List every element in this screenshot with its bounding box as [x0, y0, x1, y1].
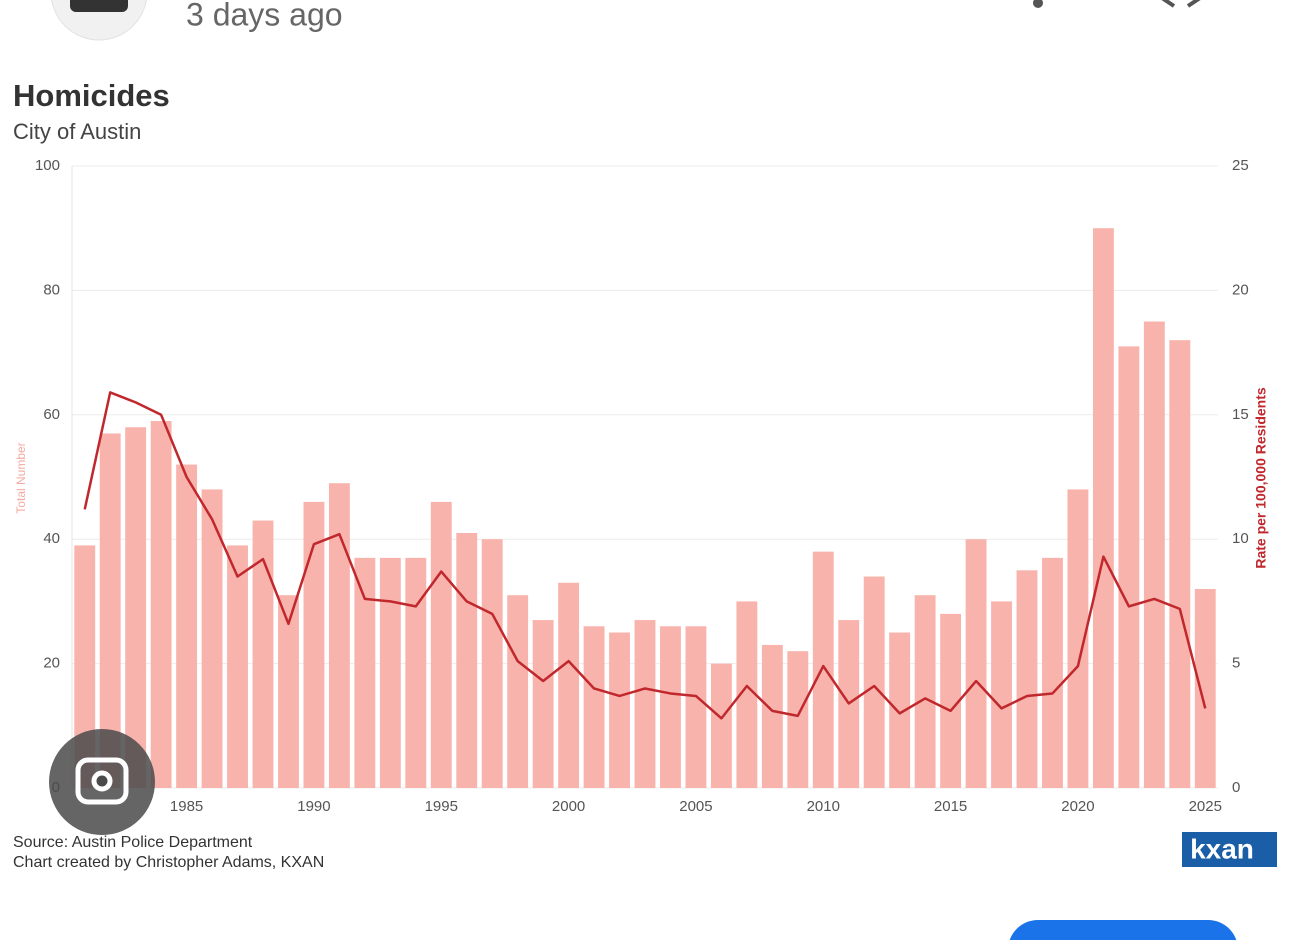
bar — [150, 421, 172, 788]
bar — [583, 626, 605, 788]
y2-tick-label: 0 — [1232, 779, 1240, 796]
close-icon[interactable] — [1161, 0, 1201, 8]
y2-tick-label: 5 — [1232, 655, 1240, 672]
bar — [278, 595, 299, 788]
lens-icon-dot — [91, 770, 113, 792]
y-tick-label: 100 — [35, 157, 60, 174]
credit: Chart created by Christopher Adams, KXAN — [13, 854, 324, 871]
menu-icon[interactable] — [1033, 0, 1043, 8]
bar — [1169, 340, 1191, 788]
bar — [99, 433, 121, 788]
bar — [1092, 228, 1114, 788]
bar — [405, 557, 427, 788]
x-tick-label: 2005 — [679, 798, 712, 815]
rate-line — [83, 391, 1207, 720]
bar — [787, 651, 809, 788]
bar — [761, 644, 783, 788]
y-tick-label: 80 — [43, 281, 60, 298]
lens-icon — [75, 757, 129, 805]
logo: kxan — [1190, 833, 1254, 864]
chart-title: Homicides — [13, 78, 170, 113]
bar — [609, 632, 630, 788]
bar — [991, 601, 1012, 788]
bar — [227, 545, 248, 788]
x-tick-label: 2015 — [934, 798, 967, 815]
bar — [1067, 489, 1089, 788]
avatar-logo — [70, 0, 128, 12]
blue-button[interactable] — [1008, 920, 1238, 945]
bar — [74, 545, 96, 788]
bar — [1194, 588, 1216, 788]
bar — [1118, 346, 1140, 788]
bar — [379, 557, 401, 788]
bar — [481, 539, 503, 788]
y-tick-label: 20 — [43, 655, 60, 672]
bar — [965, 539, 987, 788]
bar — [812, 551, 834, 788]
y2-tick-label: 15 — [1232, 406, 1249, 423]
bar — [685, 626, 707, 788]
y2-tick-label: 25 — [1232, 157, 1249, 174]
y2-axis-label: Rate per 100,000 Residents — [1253, 387, 1269, 569]
x-tick-label: 2000 — [552, 798, 585, 815]
y2-tick-label: 10 — [1232, 530, 1249, 547]
bar — [507, 595, 529, 788]
x-tick-label: 1990 — [297, 798, 330, 815]
bar — [863, 576, 885, 788]
bar — [328, 483, 350, 788]
x-tick-label: 2020 — [1061, 798, 1094, 815]
bar — [430, 501, 452, 788]
y-axis-label: Total Number — [14, 442, 28, 513]
x-tick-label: 2010 — [807, 798, 840, 815]
bar — [176, 464, 198, 788]
bar — [914, 595, 936, 788]
bar — [660, 626, 681, 788]
chart-subtitle: City of Austin — [13, 119, 141, 144]
bar — [710, 663, 732, 788]
y-tick-label: 40 — [43, 530, 60, 547]
y2-tick-label: 20 — [1232, 281, 1249, 298]
bar — [1042, 557, 1063, 788]
source: Source: Austin Police Department — [13, 834, 253, 851]
y-tick-label: 60 — [43, 406, 60, 423]
bar — [532, 620, 554, 788]
bar — [125, 427, 147, 788]
plot: 0204060801000510152025198519901995200020… — [35, 157, 1249, 815]
x-tick-label: 1995 — [425, 798, 458, 815]
logo-box — [1182, 832, 1277, 867]
bar — [201, 489, 223, 788]
bar — [354, 557, 376, 788]
bar — [252, 520, 274, 788]
bar — [736, 601, 758, 788]
bar — [940, 613, 962, 788]
bar — [889, 632, 911, 788]
bar — [456, 532, 478, 788]
x-tick-label: 2025 — [1189, 798, 1222, 815]
bar — [303, 501, 325, 788]
bar — [1016, 570, 1038, 788]
bar — [1143, 321, 1165, 788]
bar — [634, 620, 656, 788]
x-tick-label: 1985 — [170, 798, 203, 815]
post-time: 3 days ago — [186, 0, 343, 32]
bar — [558, 582, 580, 788]
